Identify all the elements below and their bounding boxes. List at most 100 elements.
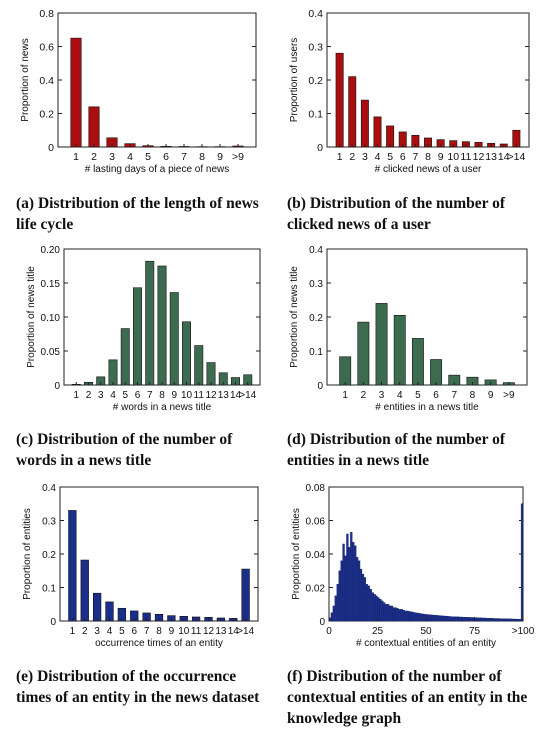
chart-panel-b: 0 0.1 0.2 0.3 0.4 1 2 3 4 5 6 7 8 9 10 11 12 13 14 >14 # cli… [277,0,554,185]
x-tick-label: 2 [86,390,92,401]
caption-e: (e) Distribution of the occurrence times… [16,666,270,708]
bar [443,615,446,622]
bar [396,608,399,622]
x-axis-label: # contextual entities of an entity [356,638,496,649]
bar [348,547,351,622]
chart-f: 0 0.02 0.04 0.06 0.08 0 25 50 75 >100 # contextual… [291,483,535,649]
x-tick-label: 9 [488,390,494,401]
bar [505,618,508,622]
x-tick-label: 6 [135,390,141,401]
x-tick-label: 3 [98,390,104,401]
x-tick-label: 5 [119,626,125,637]
bar [330,612,334,622]
bar [241,568,250,622]
caption-f: (f) Distribution of the number of contex… [287,666,542,729]
bar [68,510,77,622]
x-tick-label: >100 [512,626,535,637]
bar [400,609,403,622]
x-tick-label: 5 [387,151,393,163]
y-axis-label: Proportion of news [20,38,31,121]
bar [108,359,118,386]
bar [133,287,142,386]
bar [499,618,502,622]
x-tick-label: 6 [131,626,137,637]
y-tick-label: 0.4 [42,483,56,494]
chart-a: 0 0.2 0.4 0.6 0.8 1 2 3 4 5 6 7 8 9 >9# lasting days o… [20,8,257,175]
bar [511,618,514,622]
caption-a-text: Distribution of the length of news life … [16,195,259,233]
bar [393,315,406,386]
x-tick-label: 4 [107,626,113,637]
bar [491,618,495,622]
y-tick-label: 0.2 [42,550,56,561]
x-tick-label: 3 [94,626,100,637]
bar [411,338,424,386]
bar [145,260,155,386]
y-axis-label: Proportion of users [289,38,300,123]
bar [414,612,417,622]
x-tick-label: 75 [469,626,481,637]
x-tick-label: 8 [159,390,165,401]
bar [451,616,454,622]
bar [352,542,355,622]
bar [456,616,460,622]
bar [495,618,498,622]
x-tick-label: 7 [451,390,457,401]
bar [517,619,520,622]
bar [480,617,483,622]
bar [385,604,388,622]
x-tick-label: 9 [217,151,223,163]
bar [342,543,345,622]
bar [363,577,367,622]
caption-e-label: (e) [16,668,34,685]
bar [398,609,401,622]
x-tick-label: >14 [237,626,254,637]
bar [334,595,337,622]
y-tick-label: 0 [317,381,323,392]
bar [449,616,452,622]
bar [354,545,357,622]
bar [394,607,398,622]
bar [476,617,479,622]
chart-panel-f: 0 0.02 0.04 0.06 0.08 0 25 50 75 >100 # contextual… [277,478,554,663]
bar [194,345,204,386]
bar [503,618,506,622]
bar [418,613,421,622]
bar [390,605,394,622]
x-tick-label: 14 [230,390,242,401]
x-tick-label: 6 [433,390,439,401]
bar [371,592,374,622]
x-tick-label: 10 [181,390,193,401]
bar [464,616,467,622]
x-tick-label: 12 [203,626,215,637]
y-tick-label: 0.2 [39,109,54,121]
x-axis-label: # lasting days of a piece of news [85,164,230,175]
bar [381,600,384,622]
bar [466,617,469,622]
bar [484,617,487,622]
x-tick-label: 6 [400,151,406,163]
y-axis-label: Proportion of entities [291,508,302,600]
bar [206,362,216,386]
x-tick-label: 25 [372,626,384,637]
bar [447,616,450,622]
bar [497,618,500,622]
bar [388,605,392,622]
bar [493,618,496,622]
chart-panel-d: 0 0.1 0.2 0.3 0.4 1 2 3 4 5 6 7 8 9 >9 # entities in a … [277,240,554,425]
plot-frame [326,248,528,386]
x-tick-label: 11 [194,390,205,401]
bar [157,265,167,386]
x-tick-label: 13 [215,626,227,637]
y-tick-label: 0.15 [41,279,61,290]
x-tick-label: 9 [171,390,177,401]
x-tick-label: 7 [181,151,187,163]
bar [518,619,522,622]
x-axis-label: occurrence times of an entity [95,638,223,649]
caption-b-text: Distribution of the number of clicked ne… [287,195,506,233]
bar [515,618,518,622]
x-tick-label: 11 [191,626,202,637]
caption-c-label: (c) [16,431,34,448]
x-tick-label: 4 [375,151,381,163]
chart-panel-c: 0 0.05 0.10 0.15 0.20 1 2 3 4 5 6 7 8 9 10 11 12 13 14 >14 #… [0,240,277,425]
